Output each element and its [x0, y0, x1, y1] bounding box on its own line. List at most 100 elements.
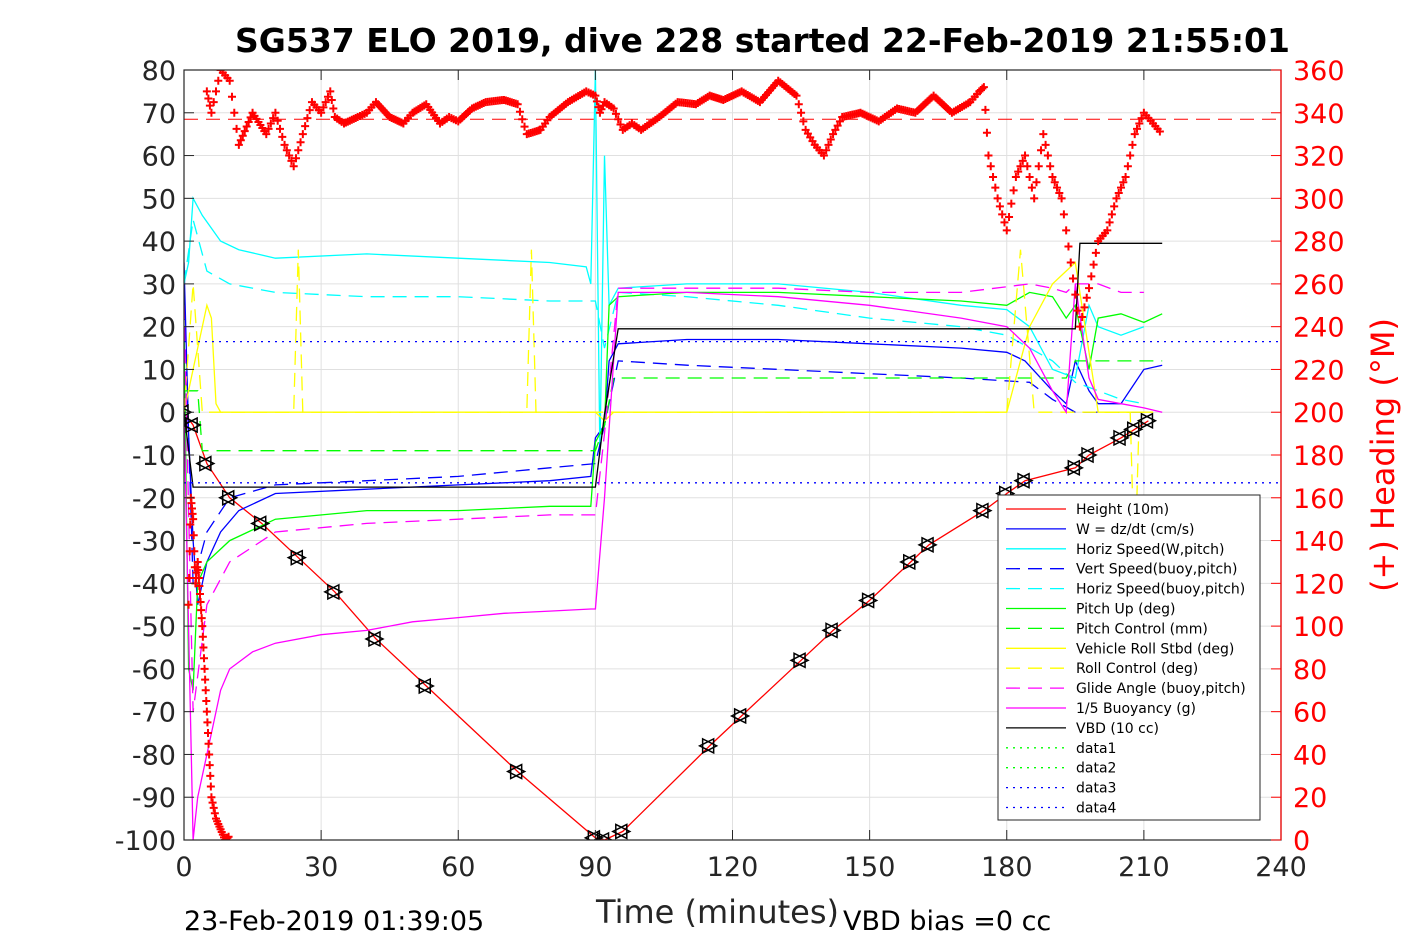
chart-title: SG537 ELO 2019, dive 228 started 22-Feb-…	[235, 21, 1290, 60]
heading-point	[822, 146, 831, 155]
heading-point	[1027, 183, 1036, 192]
heading-point	[317, 108, 326, 117]
y-tick-label-left: -100	[115, 826, 176, 857]
footer-vbd-bias: VBD bias =0 cc	[843, 906, 1051, 937]
heading-point	[982, 128, 991, 137]
y-tick-label-right: 0	[1293, 826, 1310, 857]
height-marker-left	[414, 677, 432, 695]
heading-point	[1057, 194, 1066, 203]
heading-point	[1025, 172, 1034, 181]
heading-point	[1105, 218, 1114, 227]
height-marker	[195, 455, 216, 472]
height-marker	[697, 737, 719, 755]
x-tick-label: 120	[707, 852, 759, 883]
height-marker-right	[368, 630, 385, 648]
series-height-10m	[184, 411, 1149, 840]
heading-point	[321, 98, 330, 107]
height-marker	[1109, 429, 1130, 447]
height-marker	[414, 677, 435, 695]
heading-point	[273, 116, 282, 125]
heading-point	[205, 750, 214, 759]
height-marker-right	[825, 622, 842, 639]
heading-point	[298, 130, 307, 139]
heading-point	[227, 92, 236, 101]
heading-point	[1041, 140, 1050, 149]
heading-point	[301, 122, 310, 131]
heading-point	[1037, 146, 1046, 155]
height-marker	[1013, 472, 1034, 489]
heading-point	[211, 87, 220, 96]
height-marker	[250, 515, 271, 532]
heading-point	[1128, 140, 1137, 149]
x-tick-label: 180	[981, 852, 1033, 883]
heading-point	[198, 622, 207, 631]
heading-point	[978, 84, 987, 93]
legend-label: data1	[1076, 741, 1116, 757]
heading-point	[1073, 306, 1082, 315]
heading-point	[202, 707, 211, 716]
y-tick-label-left: 40	[142, 227, 176, 258]
heading-point	[197, 606, 206, 615]
series-roll-control-deg	[184, 249, 1153, 575]
heading-point	[209, 98, 218, 107]
heading-point	[1048, 172, 1057, 181]
height-marker-left	[821, 622, 838, 639]
y-tick-label-right: 300	[1293, 184, 1345, 215]
heading-point	[1117, 183, 1126, 192]
heading-point	[197, 614, 206, 623]
heading-point	[203, 718, 212, 727]
heading-point	[1085, 284, 1094, 293]
heading-point	[824, 140, 833, 149]
heading-point	[1034, 162, 1043, 171]
heading-point	[186, 520, 195, 529]
heading-point	[998, 210, 1007, 219]
heading-point	[204, 94, 213, 103]
height-marker-left	[1063, 459, 1081, 477]
heading-point	[829, 130, 838, 139]
legend-label: data2	[1076, 761, 1116, 777]
height-marker-left	[729, 707, 747, 725]
height-marker	[917, 536, 938, 554]
heading-point	[1000, 218, 1009, 227]
heading-point	[520, 122, 529, 131]
height-marker-right	[861, 592, 879, 609]
heading-point	[1135, 119, 1144, 128]
heading-point	[285, 151, 294, 160]
heading-point	[236, 136, 245, 145]
height-marker	[323, 583, 344, 601]
y-tick-label-right: 40	[1293, 740, 1327, 771]
height-marker-right	[1081, 446, 1098, 464]
height-marker	[218, 489, 239, 506]
legend-label: 1/5 Buoyancy (g)	[1076, 701, 1196, 717]
heading-point	[289, 162, 298, 171]
heading-point	[294, 146, 303, 155]
heading-point	[797, 108, 806, 117]
height-marker-left	[697, 737, 715, 755]
heading-point	[230, 108, 239, 117]
heading-point	[303, 114, 312, 123]
heading-point	[225, 76, 234, 85]
heading-point	[196, 598, 205, 607]
heading-point	[1018, 156, 1027, 165]
height-marker	[364, 630, 385, 648]
y-tick-label-right: 240	[1293, 313, 1345, 344]
heading-point	[200, 664, 209, 673]
height-marker-left	[1077, 446, 1094, 464]
x-tick-label: 60	[441, 852, 475, 883]
height-marker-left	[1123, 421, 1140, 438]
heading-point	[1046, 162, 1055, 171]
heading-point	[1059, 210, 1068, 219]
heading-point	[981, 105, 990, 114]
heading-point	[1007, 199, 1016, 208]
height-marker-right	[903, 553, 920, 571]
heading-point	[819, 151, 828, 160]
y-tick-label-right: 360	[1293, 56, 1345, 87]
y-tick-label-left: 50	[142, 184, 176, 215]
legend-label: Pitch Up (deg)	[1076, 602, 1175, 618]
heading-point	[591, 91, 600, 100]
height-marker	[1077, 446, 1098, 464]
heading-point	[518, 115, 527, 124]
heading-point	[282, 146, 291, 155]
heading-point	[1114, 188, 1123, 197]
heading-point	[1053, 183, 1062, 192]
